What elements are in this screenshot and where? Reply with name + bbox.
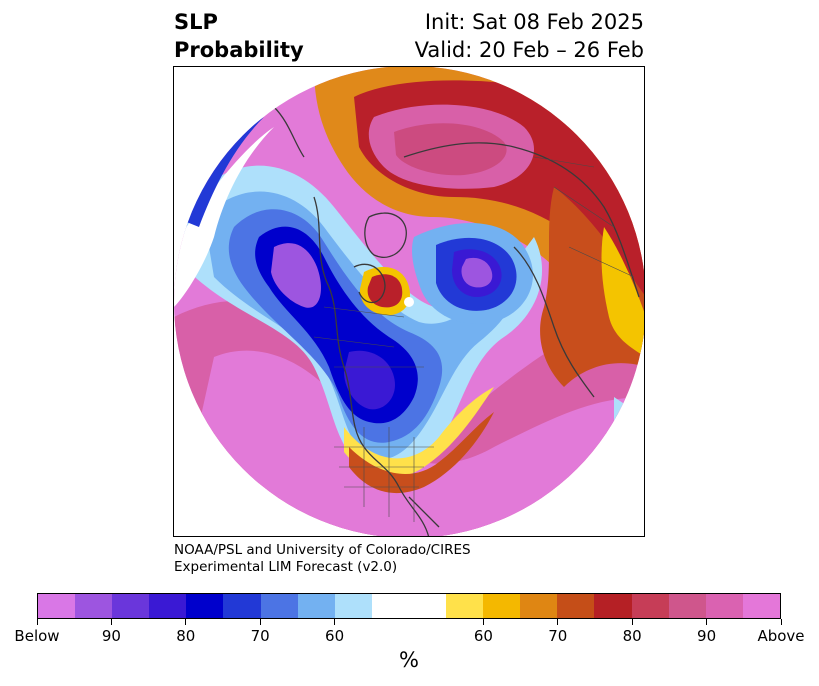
map-title: SLP Probability — [174, 8, 304, 64]
coastline-eurasia — [403, 142, 640, 298]
colorbar-tick-label: 90 — [101, 627, 121, 645]
colorbar-tick — [482, 619, 484, 625]
colorbar-tick — [259, 619, 261, 625]
field-below-max-2 — [344, 350, 395, 410]
field-below-max — [271, 243, 321, 308]
colorbar-tick-label: 60 — [473, 627, 493, 645]
valid-date-label: Valid: 20 Feb – 26 Feb — [414, 38, 644, 62]
colorbar-tick — [36, 619, 38, 625]
colorbar-segment — [594, 594, 632, 618]
credit-line-2: Experimental LIM Forecast (v2.0) — [174, 559, 398, 575]
colorbar-tick-label: 70 — [250, 627, 270, 645]
border-lines-canada — [313, 306, 424, 368]
title-line-1: SLP — [174, 10, 218, 34]
colorbar-segment — [149, 594, 187, 618]
coastline-central-america — [408, 496, 440, 528]
field-above-band-core — [174, 350, 644, 536]
colorbar-segment — [520, 594, 558, 618]
colorbar-tick-label: Below — [14, 627, 60, 645]
colorbar-tick — [780, 619, 782, 625]
colorbar-tick — [185, 619, 187, 625]
colorbar-tick-label: Above — [757, 627, 805, 645]
init-date-label: Init: Sat 08 Feb 2025 — [424, 10, 644, 34]
colorbar-segment — [75, 594, 113, 618]
colorbar-segment — [186, 594, 224, 618]
forecast-dates: Init: Sat 08 Feb 2025 Valid: 20 Feb – 26… — [415, 8, 644, 64]
colorbar-segment — [742, 594, 780, 618]
colorbar-tick — [557, 619, 559, 625]
colorbar-segment — [334, 594, 372, 618]
colorbar-tick-label: 80 — [622, 627, 642, 645]
colorbar-tick — [334, 619, 336, 625]
coastline-hudson-bay — [353, 263, 386, 304]
coastline-europe — [513, 246, 595, 398]
colorbar-tick — [706, 619, 708, 625]
field-transition-red — [349, 412, 494, 494]
colorbar-tick — [110, 619, 112, 625]
coastline-alaska — [273, 106, 305, 158]
colorbar-segment — [631, 594, 669, 618]
credit-line-1: NOAA/PSL and University of Colorado/CIRE… — [174, 542, 471, 558]
coastline-greenland — [364, 212, 407, 258]
colorbar-segment — [223, 594, 261, 618]
colorbar-tick-label: 70 — [548, 627, 568, 645]
border-lines-us — [334, 427, 434, 522]
pole-marker — [404, 297, 414, 307]
border-lines-asia — [533, 156, 635, 278]
field-east-yellow — [601, 227, 644, 357]
colorbar-tick-label: 90 — [697, 627, 717, 645]
colorbar-segment — [705, 594, 743, 618]
colorbar-segment — [557, 594, 595, 618]
probability-colorbar — [37, 593, 781, 619]
colorbar-unit-label: % — [399, 648, 419, 672]
colorbar-segment — [260, 594, 298, 618]
colorbar-segment — [446, 594, 484, 618]
colorbar-segment — [38, 594, 76, 618]
data-credit: NOAA/PSL and University of Colorado/CIRE… — [174, 542, 471, 576]
colorbar-segment — [483, 594, 521, 618]
field-arctic-max — [461, 257, 493, 288]
title-line-2: Probability — [174, 38, 304, 62]
probability-map — [173, 66, 645, 537]
colorbar-tick-label: 60 — [325, 627, 345, 645]
field-east-blue — [614, 397, 644, 487]
field-upper-pink-core — [394, 123, 507, 176]
colorbar-segment — [112, 594, 150, 618]
field-transition-yellow — [344, 387, 494, 478]
colorbar-tick-label: 80 — [176, 627, 196, 645]
colorbar-segment — [297, 594, 335, 618]
colorbar-segment — [668, 594, 706, 618]
colorbar-tick — [631, 619, 633, 625]
colorbar-segment — [371, 594, 447, 618]
field-near-normal — [174, 127, 274, 307]
